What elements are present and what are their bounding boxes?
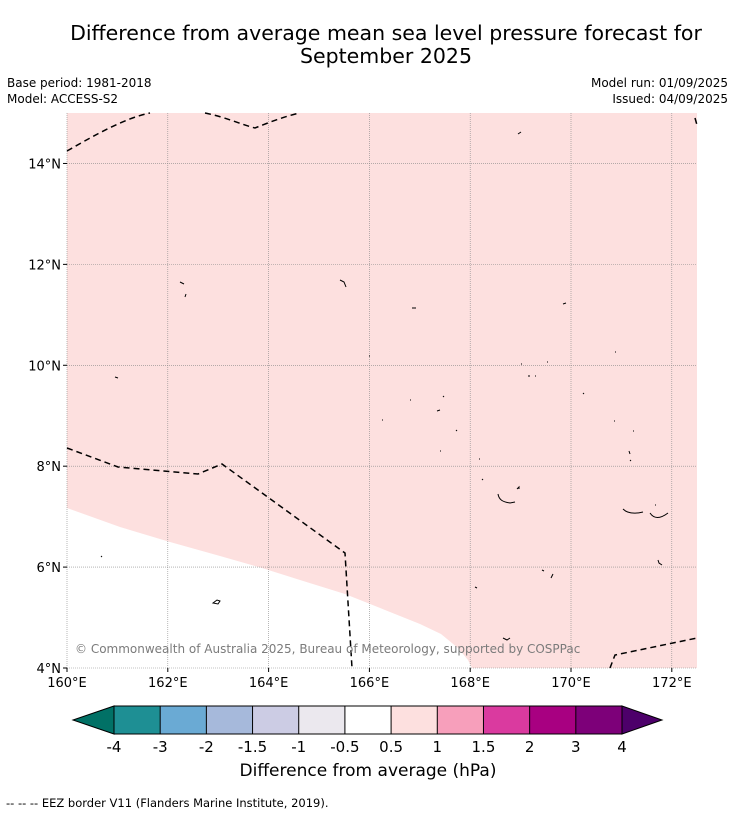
island — [339, 279, 347, 288]
lat-tick-label: 6°N — [37, 561, 62, 576]
colorbar-tick-label: 1.5 — [472, 738, 496, 756]
eez-border-west — [66, 447, 353, 669]
meta-left: Base period: 1981-2018 Model: ACCESS-S2 — [7, 75, 152, 107]
eez-borders — [66, 112, 698, 669]
anomaly-region — [67, 113, 697, 668]
lon-tick-label: 166°E — [350, 676, 390, 691]
colorbar-tick-label: -2 — [199, 738, 214, 756]
colorbar-swatch — [575, 706, 622, 734]
graticule — [66, 113, 697, 669]
colorbar-swatch — [437, 706, 484, 734]
map-area: © Commonwealth of Australia 2025, Bureau… — [66, 112, 698, 669]
eez-border-north — [66, 112, 151, 152]
island — [179, 281, 187, 298]
colorbar-tick-label: 4 — [617, 738, 627, 756]
model-name: Model: ACCESS-S2 — [7, 92, 119, 106]
lat-tick-label: 12°N — [28, 258, 61, 273]
longitude-labels: 160°E 162°E 164°E 166°E 168°E 170°E 172°E — [47, 668, 692, 691]
island — [497, 485, 520, 504]
map-title-line2: September 2025 — [300, 44, 472, 68]
island — [628, 450, 632, 462]
island — [562, 302, 567, 305]
colorbar-swatch — [391, 706, 438, 734]
map-title-line1: Difference from average mean sea level p… — [70, 21, 702, 45]
lon-tick-label: 160°E — [47, 676, 87, 691]
lon-tick-label: 170°E — [551, 676, 591, 691]
colorbar-swatch — [160, 706, 207, 734]
issued-date: Issued: 04/09/2025 — [612, 92, 728, 106]
island — [655, 504, 663, 566]
colorbar-tick-label: 0.5 — [379, 738, 403, 756]
colorbar-swatch — [298, 706, 345, 734]
lon-tick-label: 172°E — [652, 676, 692, 691]
island — [622, 508, 669, 518]
colorbar-outline — [113, 705, 623, 735]
eez-border-north-2 — [204, 112, 301, 129]
colorbar-swatch — [483, 706, 530, 734]
colorbar-tick-label: 3 — [571, 738, 581, 756]
lon-tick-label: 164°E — [249, 676, 289, 691]
island — [114, 376, 119, 379]
colorbar-tick-label: 2 — [525, 738, 535, 756]
island — [211, 599, 221, 605]
model-run: Model run: 01/09/2025 — [590, 76, 728, 90]
base-period: Base period: 1981-2018 — [7, 76, 152, 90]
island — [582, 392, 634, 432]
island — [474, 586, 478, 589]
eez-border-ne — [694, 117, 698, 126]
colorbar-tick-label: -1.5 — [238, 738, 267, 756]
map-figure: © Commonwealth of Australia 2025, Bureau… — [28, 112, 698, 756]
copyright-notice: © Commonwealth of Australia 2025, Bureau… — [75, 642, 580, 656]
lat-tick-label: 10°N — [28, 359, 61, 374]
island — [541, 569, 554, 579]
map-title: Difference from average mean sea level p… — [0, 22, 736, 68]
lon-tick-label: 162°E — [148, 676, 188, 691]
meta-right: Model run: 01/09/2025 Issued: 04/09/2025 — [591, 75, 728, 107]
colorbar-swatch — [344, 706, 392, 734]
island — [502, 637, 511, 641]
lat-tick-label: 8°N — [37, 460, 62, 475]
eez-border-east — [609, 637, 698, 669]
island — [479, 458, 484, 481]
colorbar-swatch — [529, 706, 576, 734]
colorbar-tick-label: 1 — [432, 738, 442, 756]
colorbar-title: Difference from average (hPa) — [239, 761, 497, 781]
island — [521, 361, 548, 377]
colorbar-tick-label: -3 — [153, 738, 168, 756]
colorbar-swatch — [206, 706, 253, 734]
latitude-labels: 4°N 6°N 8°N 10°N 12°N 14°N — [28, 157, 67, 677]
island — [517, 131, 522, 135]
colorbar-swatch — [114, 706, 161, 734]
islands — [100, 131, 669, 641]
island — [100, 555, 103, 558]
colorbar-swatch — [252, 706, 299, 734]
colorbar-tick-label: -0.5 — [330, 738, 359, 756]
colorbar-tick-label: -4 — [107, 738, 122, 756]
colorbar: -4 -3 -2 -1.5 -1 -0.5 0.5 1 1.5 2 3 4 — [71, 705, 664, 756]
eez-legend: -- -- -- EEZ border V11 (Flanders Marine… — [6, 796, 329, 810]
island — [382, 395, 458, 452]
colorbar-extend-high — [621, 705, 664, 735]
colorbar-tick-label: -1 — [291, 738, 306, 756]
lat-tick-label: 14°N — [28, 157, 61, 172]
lon-tick-label: 168°E — [450, 676, 490, 691]
lat-tick-label: 4°N — [37, 662, 62, 677]
colorbar-extend-low — [71, 705, 115, 735]
